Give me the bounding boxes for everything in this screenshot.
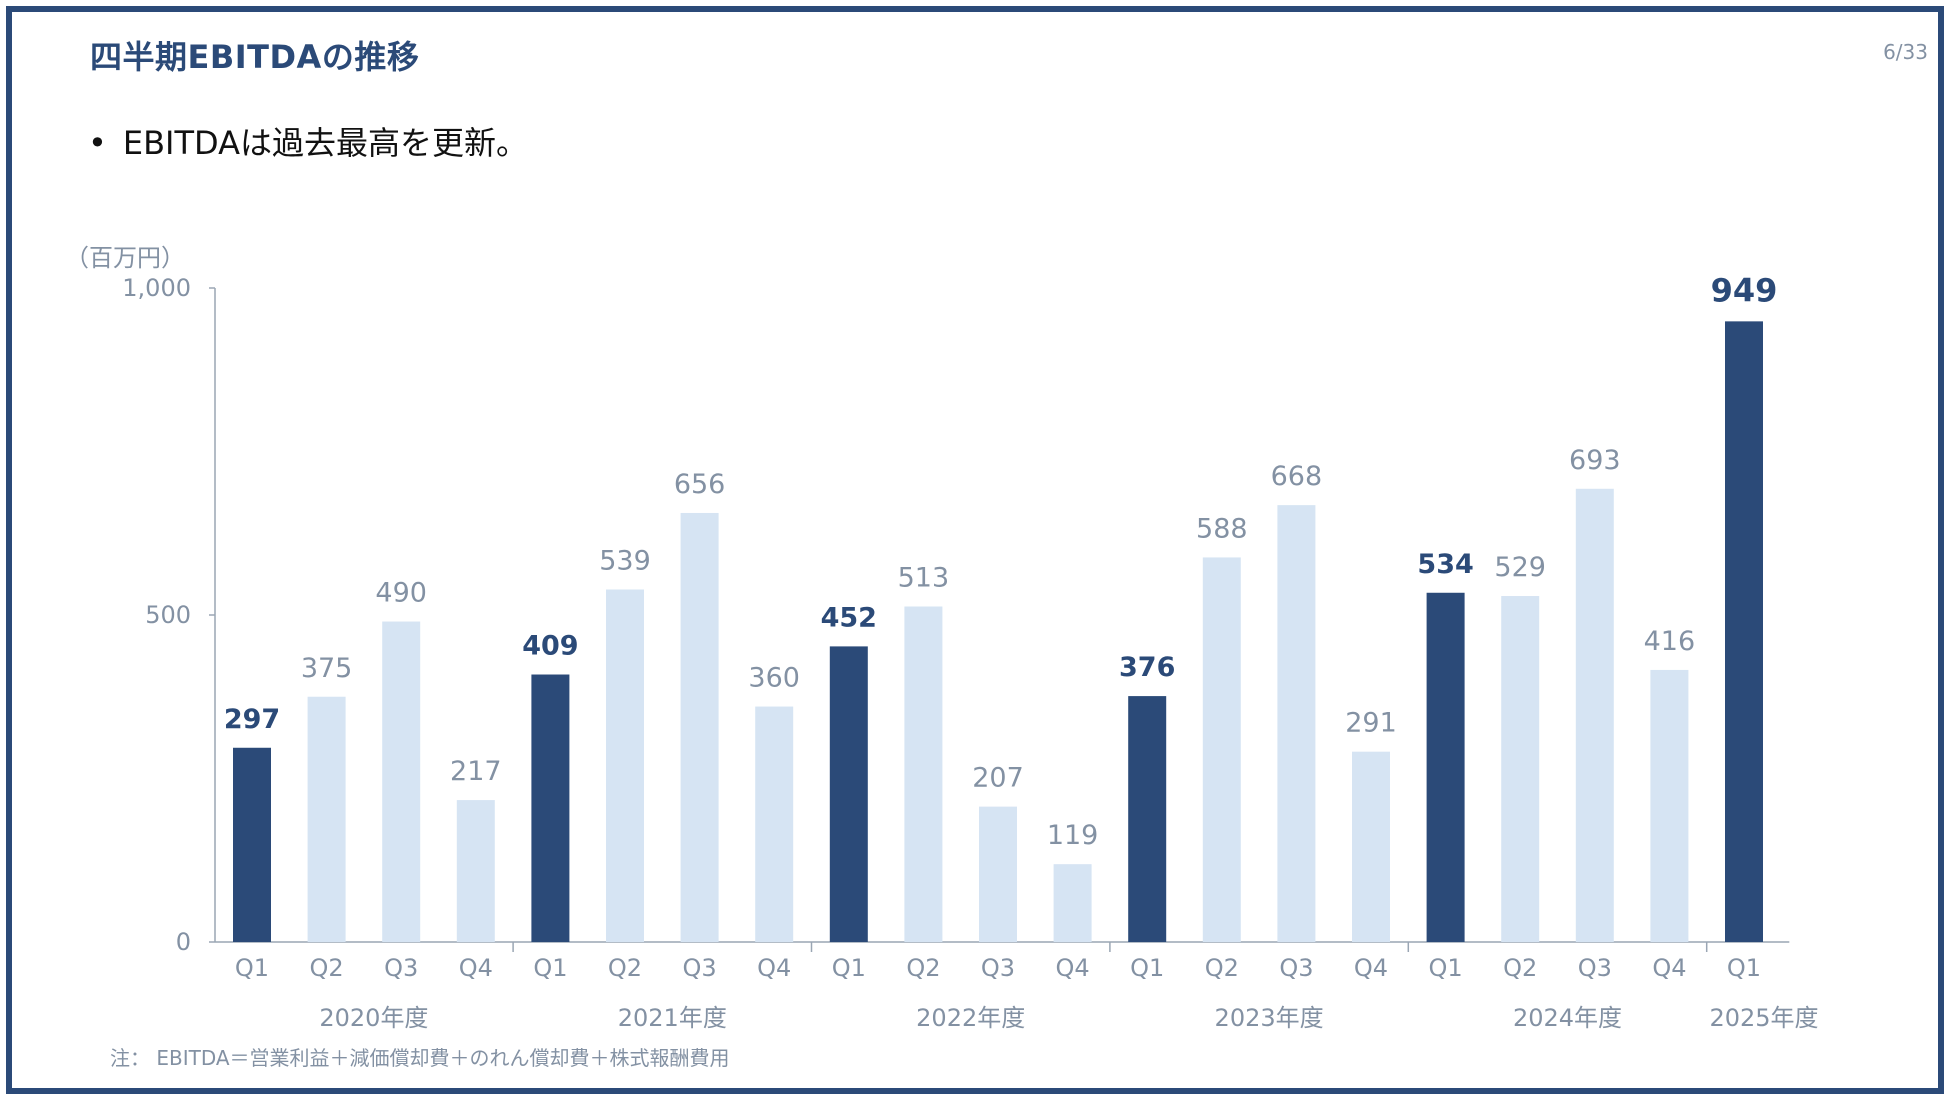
x-tick-label: Q1 bbox=[1727, 954, 1761, 982]
data-label: 529 bbox=[1494, 552, 1546, 583]
bar bbox=[1426, 592, 1465, 942]
fiscal-year-label: 2023年度 bbox=[1215, 1004, 1324, 1032]
x-tick-label: Q4 bbox=[757, 954, 791, 982]
data-label: 119 bbox=[1047, 820, 1099, 851]
data-label: 490 bbox=[375, 578, 427, 609]
x-tick-label: Q4 bbox=[1354, 954, 1388, 982]
bar bbox=[979, 806, 1017, 942]
x-tick-label: Q2 bbox=[906, 954, 940, 982]
y-tick-label: 0 bbox=[176, 928, 191, 956]
fiscal-year-label: 2025年度 bbox=[1709, 1004, 1818, 1032]
bar bbox=[829, 646, 868, 942]
bar bbox=[606, 589, 644, 942]
y-tick-label: 1,000 bbox=[122, 274, 191, 302]
bar bbox=[1725, 321, 1763, 942]
x-tick-label: Q4 bbox=[1652, 954, 1686, 982]
bar bbox=[1277, 505, 1316, 942]
data-label: 375 bbox=[301, 653, 353, 684]
page-number: 6/33 bbox=[1883, 40, 1928, 64]
bar bbox=[1352, 751, 1390, 942]
fiscal-year-label: 2022年度 bbox=[916, 1004, 1025, 1032]
bar bbox=[382, 621, 421, 942]
data-label: 693 bbox=[1569, 445, 1621, 476]
bullet-item: • EBITDAは過去最高を更新。 bbox=[88, 118, 528, 164]
page-title: 四半期EBITDAの推移 bbox=[90, 38, 420, 76]
data-label: 539 bbox=[599, 545, 651, 576]
bar bbox=[1501, 596, 1540, 942]
x-tick-label: Q2 bbox=[608, 954, 642, 982]
fiscal-year-label: 2020年度 bbox=[319, 1004, 428, 1032]
data-label: 534 bbox=[1417, 549, 1473, 580]
data-label: 409 bbox=[522, 631, 578, 662]
fiscal-year-label: 2021年度 bbox=[618, 1004, 727, 1032]
x-tick-label: Q1 bbox=[533, 954, 567, 982]
x-tick-label: Q4 bbox=[459, 954, 493, 982]
data-label: 416 bbox=[1644, 626, 1696, 657]
data-label: 360 bbox=[748, 663, 800, 694]
x-tick-label: Q2 bbox=[1503, 954, 1537, 982]
bar bbox=[1575, 488, 1614, 942]
bar bbox=[755, 706, 794, 942]
x-tick-label: Q3 bbox=[683, 954, 717, 982]
bar bbox=[680, 512, 719, 942]
x-tick-label: Q4 bbox=[1056, 954, 1090, 982]
bar bbox=[1650, 669, 1689, 942]
fiscal-year-label: 2024年度 bbox=[1513, 1004, 1622, 1032]
footnote: 注： EBITDA＝営業利益＋減価償却費＋のれん償却費＋株式報酬費用 bbox=[110, 1046, 730, 1070]
bar bbox=[904, 606, 943, 942]
x-tick-label: Q1 bbox=[235, 954, 269, 982]
bar bbox=[1202, 557, 1241, 942]
x-tick-label: Q3 bbox=[384, 954, 418, 982]
x-tick-label: Q2 bbox=[310, 954, 344, 982]
y-unit-label: （百万円） bbox=[65, 244, 185, 272]
data-label: 588 bbox=[1196, 513, 1248, 544]
x-tick-label: Q1 bbox=[1429, 954, 1463, 982]
data-label: 656 bbox=[674, 469, 726, 500]
data-label: 217 bbox=[450, 756, 502, 787]
bar bbox=[1128, 696, 1167, 942]
x-tick-label: Q3 bbox=[1279, 954, 1313, 982]
data-label: 949 bbox=[1711, 271, 1778, 309]
data-label: 452 bbox=[821, 602, 877, 633]
data-label: 291 bbox=[1345, 708, 1397, 739]
x-tick-label: Q3 bbox=[981, 954, 1015, 982]
bar bbox=[456, 800, 495, 942]
bar bbox=[233, 747, 271, 942]
data-label: 207 bbox=[972, 763, 1024, 794]
data-label: 376 bbox=[1119, 652, 1175, 683]
x-tick-label: Q1 bbox=[1130, 954, 1164, 982]
bar bbox=[307, 696, 346, 942]
bullet-dot: • bbox=[88, 124, 107, 162]
data-label: 297 bbox=[224, 704, 280, 735]
data-label: 513 bbox=[898, 562, 950, 593]
data-label: 668 bbox=[1271, 461, 1323, 492]
bar bbox=[531, 674, 570, 942]
x-tick-label: Q3 bbox=[1578, 954, 1612, 982]
x-tick-label: Q1 bbox=[832, 954, 866, 982]
bar bbox=[1053, 864, 1092, 942]
y-tick-label: 500 bbox=[145, 601, 191, 629]
bullet-text: EBITDAは過去最高を更新。 bbox=[122, 124, 529, 162]
x-tick-label: Q2 bbox=[1205, 954, 1239, 982]
